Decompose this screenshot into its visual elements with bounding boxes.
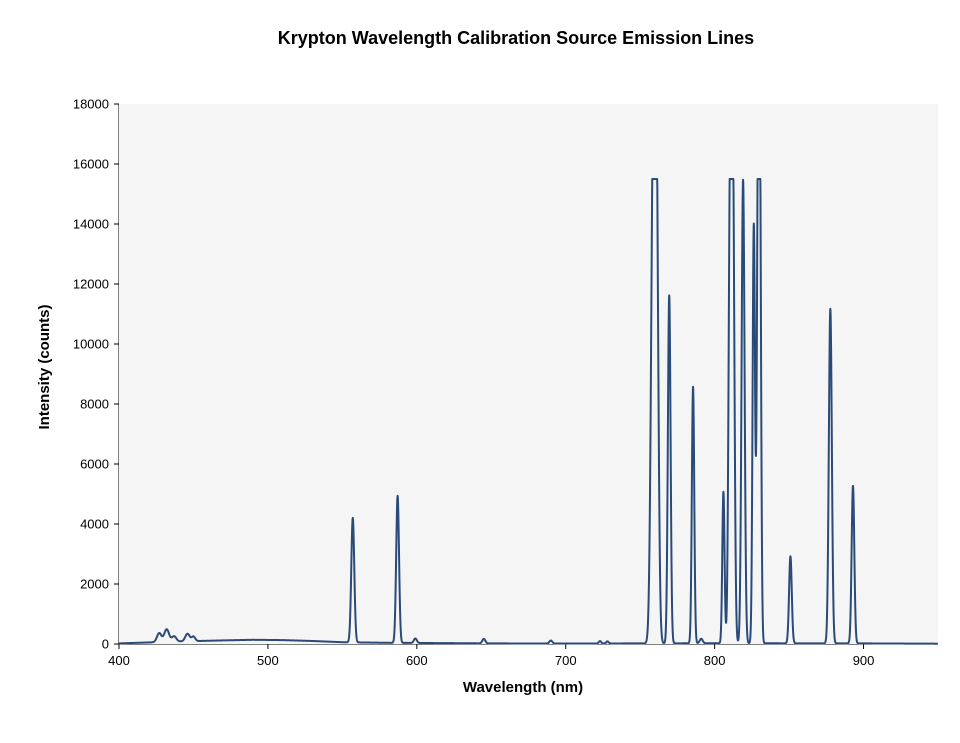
chart-title: Krypton Wavelength Calibration Source Em… (278, 28, 754, 48)
y-tick-label: 0 (102, 637, 109, 652)
y-tick-label: 18000 (73, 97, 109, 112)
x-tick-label: 400 (108, 653, 130, 668)
x-tick-label: 500 (257, 653, 279, 668)
y-axis-label: Intensity (counts) (36, 304, 53, 429)
y-tick-label: 2000 (80, 577, 109, 592)
y-tick-label: 14000 (73, 217, 109, 232)
x-tick-label: 700 (555, 653, 577, 668)
y-tick-label: 4000 (80, 517, 109, 532)
series-group (118, 104, 939, 645)
x-tick-label: 600 (406, 653, 428, 668)
x-tick-label: 800 (704, 653, 726, 668)
y-tick-label: 10000 (73, 337, 109, 352)
y-tick-label: 12000 (73, 277, 109, 292)
x-tick-label: 900 (853, 653, 875, 668)
x-axis-label: Wavelength (nm) (463, 679, 583, 696)
y-axis: 0 2000 4000 6000 8000 10000 12000 14000 16000 180… (73, 97, 120, 652)
y-tick-label: 16000 (73, 157, 109, 172)
plot-area (119, 104, 938, 644)
y-tick-label: 8000 (80, 397, 109, 412)
x-axis: 400 500 600 700 800 900 (108, 643, 938, 668)
y-tick-label: 6000 (80, 457, 109, 472)
spectrum-line (118, 178, 939, 645)
